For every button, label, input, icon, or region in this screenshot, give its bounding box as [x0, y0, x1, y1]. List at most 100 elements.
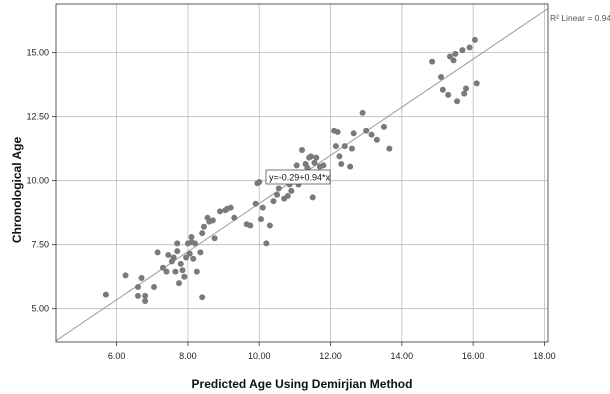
data-point — [263, 240, 270, 247]
data-point — [135, 292, 141, 299]
data-point — [200, 223, 207, 230]
data-point — [256, 178, 263, 185]
data-point — [192, 240, 199, 247]
data-point — [138, 274, 145, 281]
x-tick-label: 12.00 — [319, 351, 342, 361]
data-point — [336, 153, 343, 160]
x-tick-label: 10.00 — [248, 351, 271, 361]
data-point — [445, 91, 452, 98]
data-point — [466, 44, 473, 51]
data-point — [320, 162, 327, 169]
data-point — [373, 136, 380, 143]
y-tick-label: 12.50 — [26, 112, 49, 122]
y-axis-ticks: 5.00 7.50 10.00 12.50 15.00 — [26, 48, 56, 314]
plot-frame — [55, 3, 549, 343]
data-point — [274, 191, 281, 198]
x-tick-label: 16.00 — [462, 351, 485, 361]
y-tick-label: 10.00 — [26, 176, 49, 186]
data-point — [176, 280, 182, 287]
equation-callout: y=-0.29+0.94*x — [265, 169, 331, 185]
data-point — [334, 129, 341, 136]
equation-box — [265, 169, 331, 185]
data-point — [459, 47, 466, 54]
data-point — [135, 283, 141, 290]
data-point — [122, 272, 129, 279]
data-point — [266, 222, 273, 229]
y-tick-label: 15.00 — [26, 48, 49, 58]
data-point — [293, 162, 300, 169]
data-point — [193, 268, 200, 275]
data-point — [142, 298, 149, 305]
data-point — [199, 294, 206, 301]
data-point — [170, 254, 177, 261]
data-point — [359, 109, 366, 116]
data-point — [142, 292, 149, 299]
data-point — [163, 268, 170, 275]
data-point — [307, 153, 314, 160]
data-point — [284, 193, 291, 200]
data-point — [186, 250, 193, 257]
data-point — [348, 145, 355, 152]
data-point — [338, 161, 345, 168]
y-tick-label: 7.50 — [31, 240, 49, 250]
x-tick-label: 8.00 — [179, 351, 197, 361]
data-point — [381, 123, 387, 130]
data-point — [190, 255, 197, 262]
data-point — [102, 291, 109, 298]
y-axis-title: Chronological Age — [10, 137, 24, 244]
data-point — [461, 90, 468, 97]
data-point — [197, 249, 204, 256]
data-point — [259, 204, 266, 211]
data-point — [304, 164, 311, 171]
data-point — [429, 58, 436, 65]
data-point — [311, 159, 318, 166]
data-point — [231, 214, 238, 221]
data-point — [438, 73, 445, 80]
x-tick-label: 6.00 — [108, 351, 126, 361]
data-point — [183, 254, 190, 261]
x-axis-ticks: 6.00 8.00 10.00 12.00 14.00 16.00 18.00 — [108, 342, 556, 361]
data-point — [452, 50, 459, 57]
data-point — [165, 251, 172, 258]
data-point — [341, 143, 348, 150]
y-tick-label: 5.00 — [31, 304, 49, 314]
data-point — [188, 234, 195, 241]
data-points — [102, 36, 480, 305]
data-point — [172, 268, 179, 275]
r-squared-label: R² Linear = 0.942 — [550, 13, 610, 23]
data-point — [446, 53, 453, 60]
data-point — [174, 240, 181, 247]
data-point — [454, 98, 461, 105]
data-point — [209, 217, 216, 224]
data-point — [258, 216, 264, 223]
data-point — [350, 130, 357, 137]
data-point — [313, 154, 320, 161]
data-point — [450, 57, 457, 64]
data-point — [386, 145, 393, 152]
data-point — [177, 260, 184, 267]
x-tick-label: 18.00 — [533, 351, 556, 361]
data-point — [463, 85, 469, 92]
data-point — [151, 283, 158, 290]
equation-label: y=-0.29+0.94*x — [269, 173, 331, 183]
data-point — [174, 248, 181, 255]
data-point — [270, 198, 277, 205]
data-point — [211, 235, 218, 242]
data-point — [275, 185, 282, 192]
data-point — [227, 204, 234, 211]
data-point — [252, 200, 259, 207]
data-point — [181, 273, 188, 280]
data-point — [247, 222, 254, 229]
data-point — [473, 80, 480, 87]
data-point — [179, 267, 186, 274]
data-point — [368, 131, 375, 138]
data-point — [363, 127, 370, 134]
x-tick-label: 14.00 — [391, 351, 414, 361]
data-point — [347, 163, 354, 170]
x-axis-title: Predicted Age Using Demirjian Method — [192, 377, 413, 391]
data-point — [154, 249, 161, 256]
data-point — [309, 194, 316, 201]
data-point — [288, 187, 295, 194]
data-point — [332, 143, 339, 150]
